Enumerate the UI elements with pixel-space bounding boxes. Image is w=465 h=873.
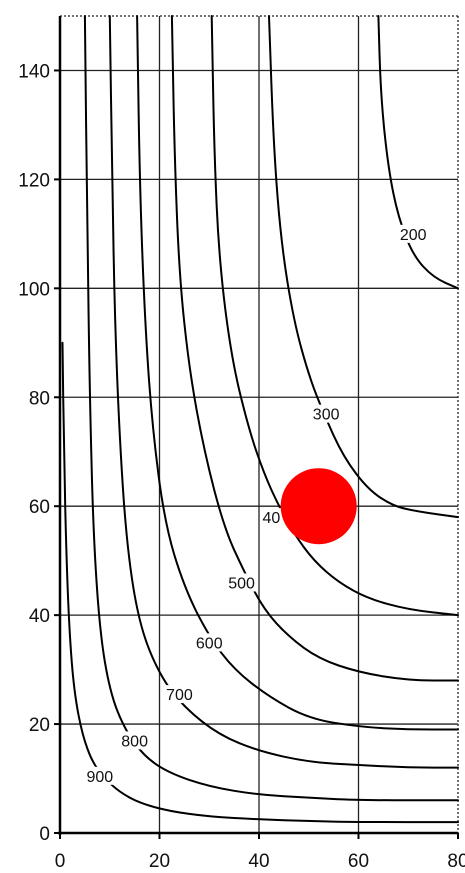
- contour-label-bg-200: [397, 224, 429, 243]
- contour-line-600: [136, 15, 459, 731]
- y-tick-label-0: 0: [39, 824, 50, 845]
- contour-label-200: 200: [400, 227, 427, 244]
- contour-line-300: [268, 15, 459, 519]
- contour-label-bg-900: [84, 766, 116, 785]
- contour-label-bg-700: [163, 685, 195, 704]
- y-tick-label-100: 100: [18, 279, 50, 300]
- x-tick-label-20: 20: [149, 851, 170, 872]
- y-tick-label-20: 20: [29, 715, 50, 736]
- contour-label-bg-500: [226, 573, 258, 592]
- x-tick-label-60: 60: [348, 851, 369, 872]
- y-tick-label-140: 140: [18, 61, 50, 82]
- y-tick-label-120: 120: [18, 170, 50, 191]
- contour-label-600: 600: [196, 635, 223, 652]
- contour-line-700: [108, 15, 459, 769]
- contour-label-800: 800: [121, 733, 148, 750]
- y-tick-label-80: 80: [29, 388, 50, 409]
- contour-lines: [61, 15, 459, 824]
- contour-label-500: 500: [228, 575, 255, 592]
- contour-label-bg-400: [260, 508, 283, 527]
- red-marker-dot: [280, 468, 357, 545]
- marker: [280, 468, 357, 545]
- contour-line-800: [83, 15, 459, 802]
- contour-line-400: [210, 15, 459, 617]
- contour-line-500: [170, 15, 459, 682]
- contour-label-400: 40: [263, 510, 281, 527]
- contour-label-900: 900: [86, 769, 113, 786]
- x-tick-label-40: 40: [248, 851, 269, 872]
- x-tick-label-0: 0: [55, 851, 66, 872]
- y-tick-label-60: 60: [29, 497, 50, 518]
- contour-label-700: 700: [166, 687, 193, 704]
- contour-labels: 200 300 40 500 600 700 800 900: [84, 224, 429, 786]
- contour-label-bg-800: [119, 731, 151, 750]
- y-tick-label-40: 40: [29, 606, 50, 627]
- contour-line-200: [377, 15, 459, 290]
- x-tick-label-80: 80: [447, 851, 465, 872]
- contour-label-300: 300: [313, 407, 340, 424]
- contour-label-bg-600: [193, 633, 225, 652]
- contour-label-bg-300: [310, 404, 342, 423]
